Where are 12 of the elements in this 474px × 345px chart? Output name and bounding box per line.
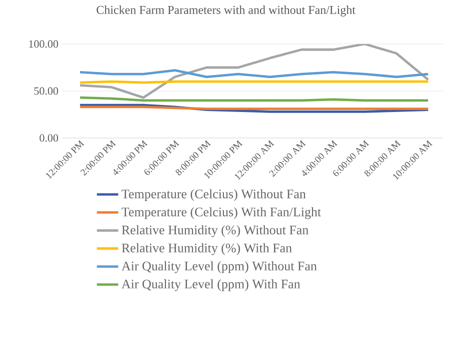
legend-label: Temperature (Celcius) With Fan/Light — [122, 207, 322, 220]
legend-label: Relative Humidity (%) With Fan — [122, 243, 292, 256]
legend-label: Temperature (Celcius) Without Fan — [122, 189, 306, 201]
y-tick-label: 100.00 — [29, 40, 58, 48]
y-tick-label: 50.00 — [34, 87, 58, 95]
y-tick-label: 0.00 — [40, 134, 58, 142]
line-series — [78, 69, 430, 78]
legend-label: Relative Humidity (%) Without Fan — [122, 225, 308, 238]
chart-title: Chicken Farm Parameters with and without Fan/Light — [96, 6, 356, 16]
legend-label: Air Quality Level (ppm) Without Fan — [122, 261, 317, 274]
legend-label: Air Quality Level (ppm) With Fan — [122, 279, 300, 292]
line-series — [78, 44, 430, 99]
